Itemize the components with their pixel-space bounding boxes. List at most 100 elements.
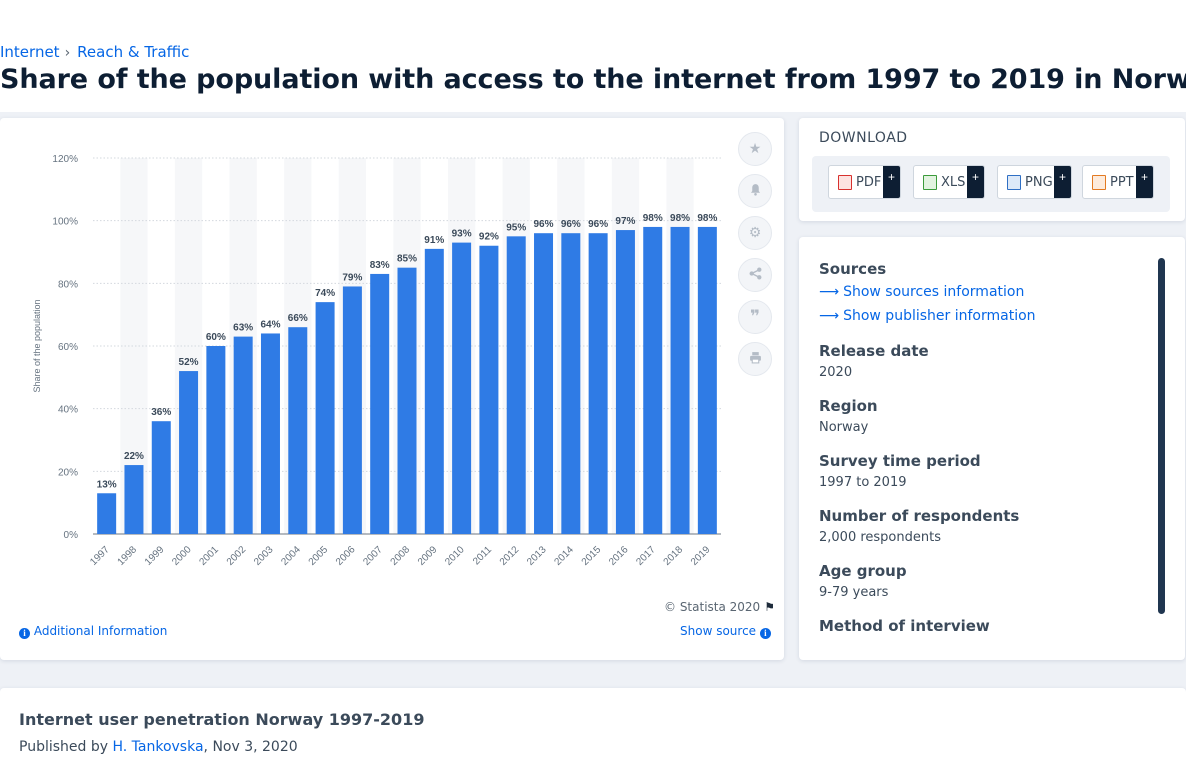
pdf-file-icon: [838, 174, 852, 190]
bar: [452, 242, 472, 534]
y-axis-title: Share of the population: [32, 299, 42, 392]
download-pdf-label: PDF: [856, 174, 882, 190]
data-label: 98%: [670, 213, 690, 224]
publication-title: Internet user penetration Norway 1997-20…: [19, 710, 425, 729]
download-png-label: PNG: [1025, 174, 1053, 190]
x-tick-label: 2017: [634, 544, 658, 568]
survey-period-label: Survey time period: [819, 452, 981, 470]
data-label: 66%: [288, 313, 308, 324]
breadcrumb-link-internet[interactable]: Internet: [0, 43, 60, 61]
share-button[interactable]: [738, 258, 772, 292]
y-tick-label: 0%: [64, 530, 79, 541]
x-tick-label: 2002: [225, 544, 249, 568]
y-tick-label: 20%: [58, 467, 78, 478]
data-label: 98%: [643, 213, 663, 224]
page-title: Share of the population with access to t…: [0, 64, 1186, 95]
xls-file-icon: [923, 174, 937, 190]
chart-card: 0% 20% 40% 60% 80% 100% 120% Share of the popul…: [0, 118, 784, 660]
x-tick-label: 2018: [662, 544, 686, 568]
x-tick-label: 2004: [279, 544, 303, 568]
data-label: 64%: [260, 319, 280, 330]
bar: [643, 226, 663, 534]
author-link[interactable]: H. Tankovska: [112, 739, 204, 755]
x-tick-label: 2013: [525, 544, 549, 568]
download-png-button[interactable]: PNG +: [997, 165, 1072, 199]
publication-date: , Nov 3, 2020: [203, 739, 298, 755]
bar: [370, 273, 390, 534]
published-by-text: Published by: [19, 739, 109, 755]
bar: [124, 465, 144, 534]
download-card: DOWNLOAD PDF + XLS + PNG + PPT +: [799, 118, 1185, 221]
settings-button[interactable]: ⚙: [738, 216, 772, 250]
additional-information-link[interactable]: i Additional Information: [19, 624, 167, 639]
show-source-link[interactable]: Show source i: [680, 624, 771, 639]
bar: [397, 267, 417, 534]
respondents-label: Number of respondents: [819, 507, 1020, 525]
x-tick-label: 2016: [607, 544, 631, 568]
region-label: Region: [819, 397, 878, 415]
data-label: 96%: [534, 219, 554, 230]
details-scrollbar-thumb[interactable]: [1158, 258, 1165, 614]
show-publisher-label: Show publisher information: [843, 308, 1036, 324]
download-xls-button[interactable]: XLS +: [913, 165, 985, 199]
notification-button[interactable]: [738, 174, 772, 208]
interview-method-label: Method of interview: [819, 617, 990, 635]
download-ppt-plus[interactable]: +: [1136, 166, 1153, 198]
bar-chart: 0% 20% 40% 60% 80% 100% 120% Share of the popul…: [32, 154, 721, 568]
favorite-button[interactable]: ★: [738, 132, 772, 166]
print-icon: [749, 351, 762, 368]
y-tick-label: 60%: [58, 342, 78, 353]
breadcrumb: Internet › Reach & Traffic: [0, 43, 189, 61]
png-file-icon: [1007, 174, 1021, 190]
bar: [315, 302, 335, 534]
breadcrumb-link-reach-traffic[interactable]: Reach & Traffic: [77, 43, 190, 61]
bar: [151, 421, 171, 534]
breadcrumb-separator: ›: [64, 45, 71, 61]
bar: [670, 226, 690, 534]
data-label: 13%: [97, 479, 117, 490]
data-label: 95%: [506, 222, 526, 233]
arrow-right-icon: ⟶: [819, 308, 840, 324]
data-label: 79%: [342, 272, 362, 283]
x-tick-label: 2000: [170, 544, 194, 568]
bar: [260, 333, 280, 534]
publication-byline: Published by H. Tankovska, Nov 3, 2020: [19, 739, 298, 755]
data-label: 93%: [452, 229, 472, 240]
bar: [424, 248, 444, 534]
bar: [588, 233, 608, 534]
download-xls-plus[interactable]: +: [967, 166, 984, 198]
x-tick-label: 2019: [689, 544, 713, 568]
show-sources-link[interactable]: ⟶ Show sources information: [819, 284, 1024, 300]
cite-button[interactable]: ❞: [738, 300, 772, 334]
survey-period-value: 1997 to 2019: [819, 475, 907, 490]
arrow-right-icon: ⟶: [819, 284, 840, 300]
bell-icon: [749, 183, 762, 200]
share-icon: [749, 267, 762, 284]
y-tick-label: 80%: [58, 279, 78, 290]
data-label: 91%: [424, 235, 444, 246]
print-button[interactable]: [738, 342, 772, 376]
bar: [615, 230, 635, 535]
bar: [288, 327, 308, 534]
x-tick-label: 2005: [307, 544, 331, 568]
ppt-file-icon: [1092, 174, 1106, 190]
y-tick-label: 120%: [52, 154, 78, 165]
download-title: DOWNLOAD: [819, 130, 908, 146]
download-png-plus[interactable]: +: [1054, 166, 1071, 198]
show-publisher-link[interactable]: ⟶ Show publisher information: [819, 308, 1036, 324]
y-tick-label: 40%: [58, 405, 78, 416]
release-date-value: 2020: [819, 365, 853, 380]
download-pdf-button[interactable]: PDF +: [828, 165, 901, 199]
x-tick-label: 2003: [252, 544, 276, 568]
data-label: 63%: [233, 323, 253, 334]
download-ppt-button[interactable]: PPT +: [1082, 165, 1154, 199]
download-xls-label: XLS: [941, 174, 966, 190]
bar: [506, 236, 526, 534]
data-label: 85%: [397, 254, 417, 265]
data-label: 83%: [370, 260, 390, 271]
copyright-note[interactable]: © Statista 2020 ⚑: [664, 600, 775, 614]
x-tick-label: 2014: [552, 544, 576, 568]
download-pdf-plus[interactable]: +: [883, 166, 900, 198]
info-icon: i: [759, 628, 771, 639]
x-tick-label: 2015: [580, 544, 604, 568]
